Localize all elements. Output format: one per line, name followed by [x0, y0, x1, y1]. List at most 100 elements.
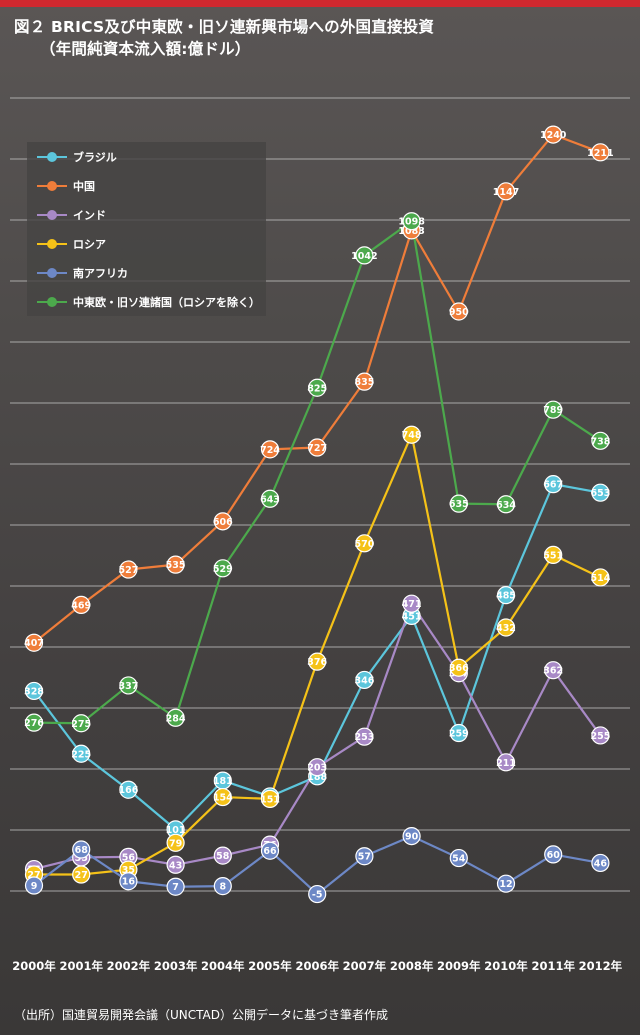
data-point — [24, 876, 44, 895]
data-point — [308, 438, 327, 457]
data-point — [449, 723, 468, 743]
data-point — [166, 855, 185, 874]
data-point — [355, 727, 374, 746]
data-point — [213, 559, 232, 578]
legend-swatch — [37, 296, 67, 308]
data-label: 789 — [543, 405, 563, 416]
x-tick-label: 2004年 — [201, 959, 245, 973]
data-label: 328 — [24, 686, 44, 697]
legend-label: 中東欧・旧ソ連諸国（ロシアを除く） — [73, 296, 260, 309]
data-point — [166, 877, 185, 896]
data-point — [449, 658, 468, 677]
data-point — [72, 714, 91, 733]
legend-label: 南アフリカ — [73, 267, 128, 280]
data-point — [24, 633, 44, 652]
data-label: 35 — [122, 865, 135, 876]
data-label: 8 — [219, 882, 226, 893]
data-label: 1042 — [351, 251, 377, 262]
data-point — [24, 681, 44, 701]
data-label: 284 — [166, 713, 186, 724]
data-label: 1147 — [493, 187, 519, 198]
data-point — [24, 713, 44, 732]
data-label: 471 — [402, 599, 422, 610]
data-label: 211 — [496, 758, 516, 769]
x-tick-label: 2008年 — [390, 959, 434, 973]
data-point — [402, 425, 421, 444]
data-point — [591, 853, 610, 873]
data-label: 727 — [307, 443, 327, 454]
data-point — [544, 400, 563, 419]
data-label: 181 — [213, 776, 233, 787]
data-label: 337 — [118, 681, 138, 692]
data-label: 9 — [31, 881, 38, 892]
data-point — [496, 753, 516, 772]
data-label: 366 — [449, 663, 469, 674]
data-label: 16 — [122, 877, 136, 888]
data-label: 469 — [71, 600, 91, 611]
data-label: 275 — [71, 719, 91, 730]
data-point — [260, 440, 280, 459]
data-point — [355, 372, 374, 391]
data-point — [496, 495, 516, 514]
x-tick-label: 2006年 — [295, 959, 339, 973]
data-point — [449, 302, 468, 321]
data-point — [496, 182, 516, 201]
data-point — [591, 143, 610, 162]
data-label: 551 — [543, 550, 563, 561]
data-label: 46 — [594, 858, 608, 869]
data-label: 66 — [263, 846, 277, 857]
data-point — [308, 884, 327, 904]
data-point — [166, 555, 185, 574]
data-label: 43 — [169, 860, 182, 871]
data-label: 166 — [118, 785, 138, 796]
data-label: 835 — [354, 377, 374, 388]
chart-title: 図２ BRICS及び中東欧・旧ソ連新興市場への外国直接投資 — [14, 18, 435, 36]
x-tick-label: 2002年 — [107, 959, 151, 973]
data-point — [213, 877, 232, 896]
legend-label: ブラジル — [73, 151, 117, 164]
data-label: 1098 — [398, 217, 425, 228]
data-label: 79 — [169, 838, 182, 849]
data-label: 203 — [307, 763, 327, 774]
data-label: 57 — [358, 852, 371, 863]
x-tick-label: 2007年 — [343, 959, 387, 973]
data-label: 225 — [71, 749, 91, 760]
data-point — [213, 846, 232, 865]
data-point — [355, 847, 374, 866]
data-label: 276 — [24, 718, 44, 729]
data-point — [496, 586, 516, 605]
data-label: 570 — [354, 539, 374, 550]
x-tick-label: 2009年 — [437, 959, 481, 973]
data-label: 255 — [590, 731, 610, 742]
data-label: 12 — [499, 879, 512, 890]
x-tick-label: 2001年 — [59, 959, 103, 973]
data-point — [544, 845, 563, 864]
data-label: 432 — [496, 623, 516, 634]
data-label: 151 — [260, 794, 280, 805]
legend-item: ブラジル — [37, 147, 117, 167]
legend-swatch — [37, 267, 67, 279]
data-point — [119, 676, 138, 695]
data-point — [72, 840, 91, 859]
legend-item: 南アフリカ — [37, 263, 128, 283]
data-point — [591, 431, 610, 450]
legend-label: インド — [73, 209, 106, 222]
data-label: 253 — [354, 732, 374, 743]
data-label: 7 — [172, 882, 179, 893]
data-point — [591, 568, 610, 587]
data-label: 634 — [496, 500, 516, 511]
data-label: 1240 — [540, 130, 567, 141]
x-tick-label: 2010年 — [484, 959, 528, 973]
data-point — [355, 534, 374, 553]
data-label: 950 — [449, 307, 469, 318]
data-label: 451 — [402, 611, 422, 622]
data-point — [119, 780, 138, 799]
x-tick-label: 2012年 — [579, 959, 623, 973]
data-point — [449, 848, 468, 868]
data-point — [72, 744, 91, 763]
data-label: 68 — [75, 845, 89, 856]
data-label: 27 — [27, 870, 40, 881]
data-point — [496, 618, 516, 637]
gridlines — [10, 97, 630, 892]
data-point — [308, 652, 327, 671]
